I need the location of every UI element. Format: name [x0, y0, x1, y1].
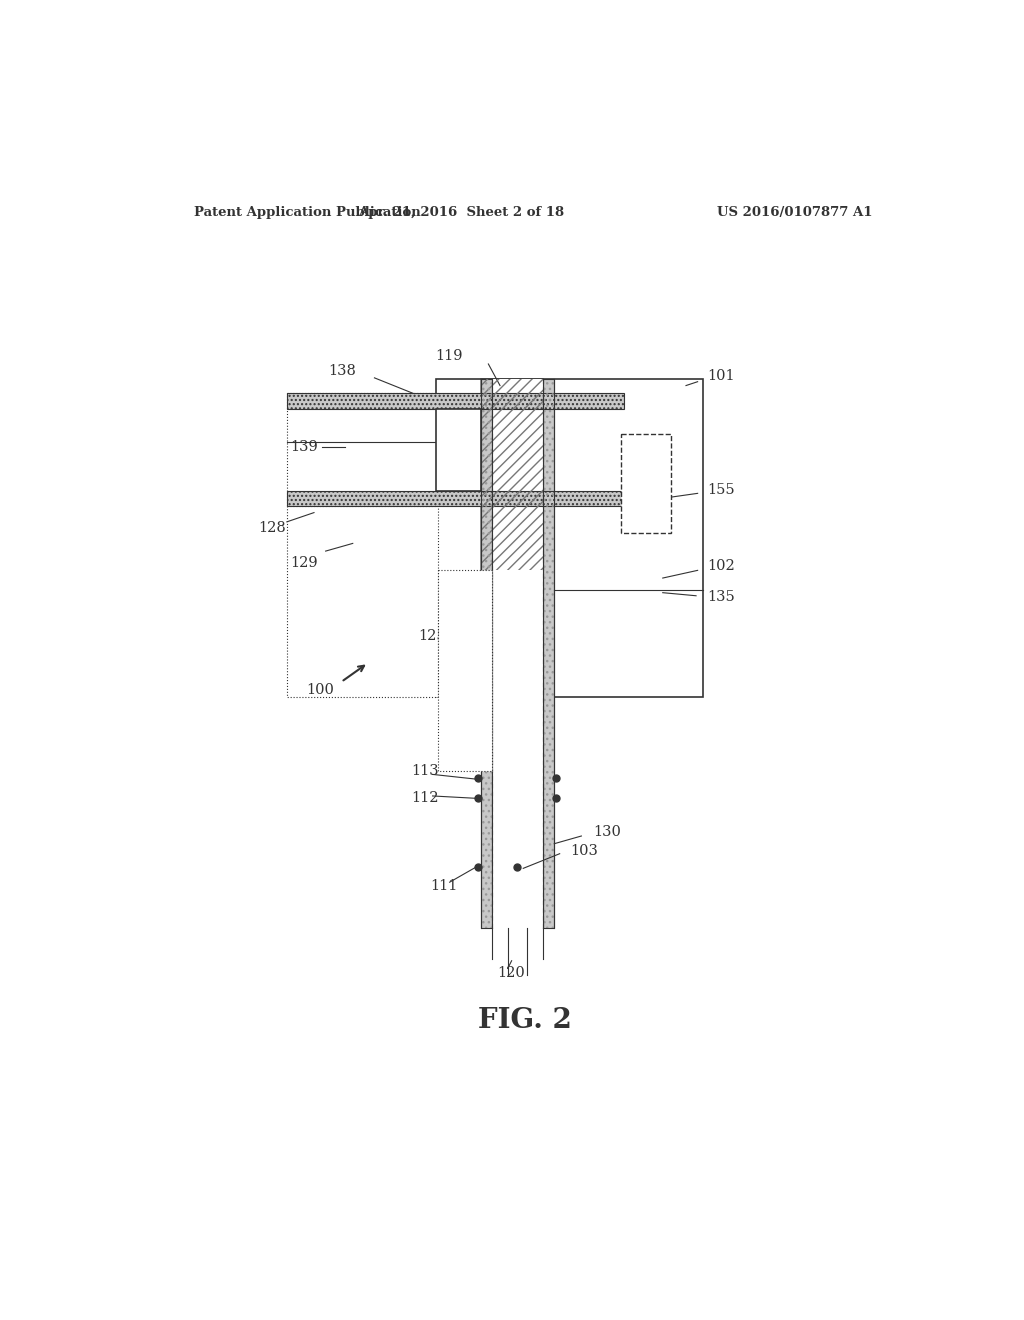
Bar: [480, 379, 493, 928]
Bar: [287, 393, 624, 409]
Text: 112: 112: [411, 791, 438, 804]
Bar: [480, 379, 543, 570]
Text: 119: 119: [435, 348, 463, 363]
Bar: [438, 570, 493, 771]
Text: 111: 111: [430, 879, 458, 894]
Text: 120: 120: [497, 966, 524, 979]
Text: 101: 101: [708, 368, 735, 383]
Bar: [543, 379, 554, 928]
Text: US 2016/0107877 A1: US 2016/0107877 A1: [717, 206, 872, 219]
Bar: [480, 379, 493, 928]
Text: 113: 113: [411, 763, 438, 777]
Text: Apr. 21, 2016  Sheet 2 of 18: Apr. 21, 2016 Sheet 2 of 18: [358, 206, 564, 219]
Text: 100: 100: [306, 682, 334, 697]
Text: 102: 102: [708, 560, 735, 573]
Bar: [621, 434, 671, 533]
Bar: [543, 379, 554, 928]
Text: 125: 125: [419, 628, 446, 643]
Bar: [436, 379, 703, 697]
Text: 129: 129: [291, 556, 318, 570]
Bar: [493, 379, 543, 928]
Text: 135: 135: [708, 590, 735, 605]
Bar: [287, 393, 438, 507]
Bar: [480, 379, 543, 570]
Text: 155: 155: [708, 483, 735, 496]
Text: FIG. 2: FIG. 2: [478, 1007, 571, 1035]
Text: Patent Application Publication: Patent Application Publication: [194, 206, 421, 219]
Text: 130: 130: [593, 825, 621, 840]
Text: 138: 138: [329, 364, 356, 378]
Bar: [436, 409, 480, 491]
Bar: [287, 491, 624, 507]
Text: 103: 103: [569, 845, 598, 858]
Bar: [287, 507, 438, 697]
Text: 139: 139: [290, 440, 317, 454]
Text: 128: 128: [258, 521, 286, 535]
